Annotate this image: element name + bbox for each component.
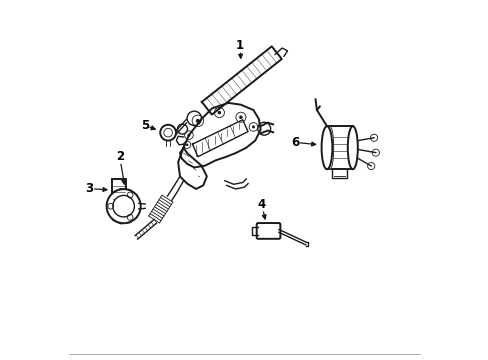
Circle shape [196, 119, 200, 123]
Ellipse shape [323, 126, 330, 169]
Ellipse shape [113, 195, 134, 217]
Text: 1: 1 [236, 39, 244, 52]
Ellipse shape [106, 189, 141, 223]
Circle shape [217, 111, 221, 114]
Circle shape [251, 125, 254, 129]
Ellipse shape [321, 126, 332, 169]
Text: 4: 4 [257, 198, 265, 211]
Text: 6: 6 [290, 136, 299, 149]
Ellipse shape [347, 126, 357, 169]
Circle shape [187, 134, 190, 137]
Text: 5: 5 [141, 119, 149, 132]
Circle shape [239, 116, 242, 119]
FancyBboxPatch shape [112, 179, 126, 204]
Ellipse shape [324, 126, 332, 169]
Ellipse shape [325, 126, 333, 169]
FancyBboxPatch shape [256, 223, 280, 239]
Circle shape [185, 144, 188, 146]
Text: 2: 2 [115, 150, 123, 163]
Text: 3: 3 [85, 182, 93, 195]
